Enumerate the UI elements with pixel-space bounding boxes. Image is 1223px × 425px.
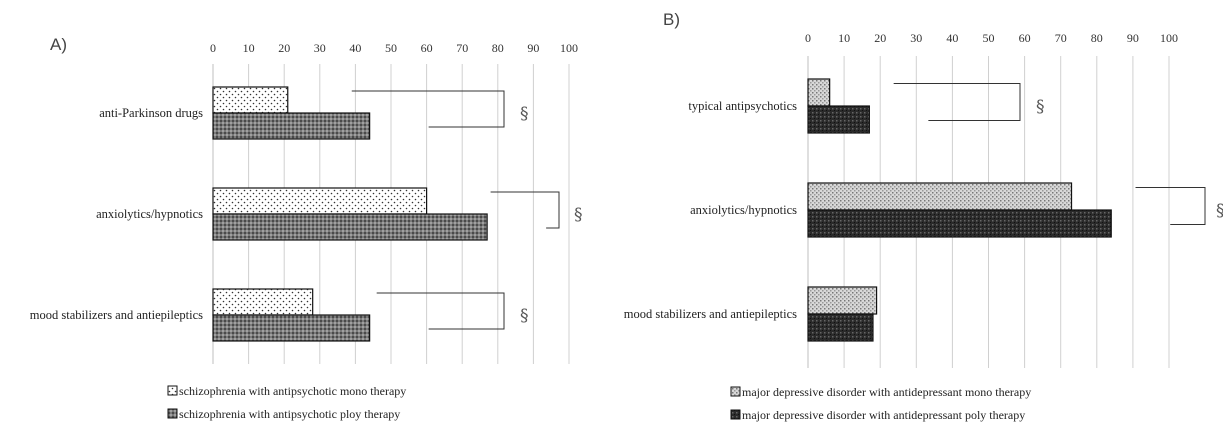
legend-label: major depressive disorder with antidepre… [742,408,1025,422]
x-tick-label: 80 [1091,31,1103,45]
legend-swatch [167,385,178,396]
bar-mono [212,86,289,114]
bar-mono [807,286,878,315]
significance-symbol: § [574,205,583,225]
x-tick-label: 70 [1055,31,1067,45]
legend-swatch [167,408,178,419]
legend-swatch [730,386,741,397]
x-tick-label: 90 [527,41,539,55]
x-tick-label: 0 [210,41,216,55]
x-tick-label: 50 [385,41,397,55]
bar-poly [807,209,1112,238]
x-tick-label: 10 [243,41,255,55]
x-tick-label: 0 [805,31,811,45]
bar-mono [807,78,831,107]
x-tick-label: 50 [983,31,995,45]
legend-swatch [730,409,741,420]
category-label: mood stabilizers and antiepileptics [624,307,797,321]
panel-label-b: B) [663,10,680,29]
bar-poly [807,105,870,134]
legend-label: major depressive disorder with antidepre… [742,385,1031,399]
significance-symbol: § [520,306,529,326]
bar-poly [212,314,371,342]
x-tick-label: 100 [560,41,578,55]
category-label: mood stabilizers and antiepileptics [30,308,203,322]
significance-bracket [490,191,560,229]
x-tick-label: 60 [421,41,433,55]
x-tick-label: 70 [456,41,468,55]
x-tick-label: 40 [349,41,361,55]
x-tick-label: 30 [314,41,326,55]
significance-bracket [893,83,1021,121]
bar-poly [212,213,488,241]
significance-symbol: § [1216,201,1223,221]
significance-symbol: § [520,104,529,124]
x-tick-label: 10 [838,31,850,45]
significance-symbol: § [1036,97,1045,117]
x-tick-label: 30 [910,31,922,45]
bar-poly [807,313,874,342]
x-tick-label: 90 [1127,31,1139,45]
bar-mono [807,182,1073,211]
x-tick-label: 60 [1019,31,1031,45]
chart-panel-a: 0 10 20 30 40 50 60 70 80 90 100 anti-Parkinson dru… [30,41,583,421]
legend-label: schizophrenia with antipsychotic ploy th… [179,407,400,421]
x-tick-label: 80 [492,41,504,55]
significance-bracket [376,292,505,330]
bar-mono [212,187,428,215]
category-label: anti-Parkinson drugs [99,106,203,120]
x-tick-label: 100 [1160,31,1178,45]
significance-bracket [351,90,505,128]
category-label: anxiolytics/hypnotics [690,203,797,217]
x-tick-label: 20 [278,41,290,55]
bar-mono [212,288,314,316]
category-label: anxiolytics/hypnotics [96,207,203,221]
chart-panel-b: 0 10 20 30 40 50 60 70 80 90 100 typical antipsycho… [624,31,1223,422]
category-label: typical antipsychotics [688,99,797,113]
legend-label: schizophrenia with antipsychotic mono th… [179,384,406,398]
bar-poly [212,112,371,140]
x-tick-label: 20 [874,31,886,45]
significance-bracket [1135,187,1206,225]
x-tick-label: 40 [946,31,958,45]
panel-label-a: A) [50,35,67,54]
